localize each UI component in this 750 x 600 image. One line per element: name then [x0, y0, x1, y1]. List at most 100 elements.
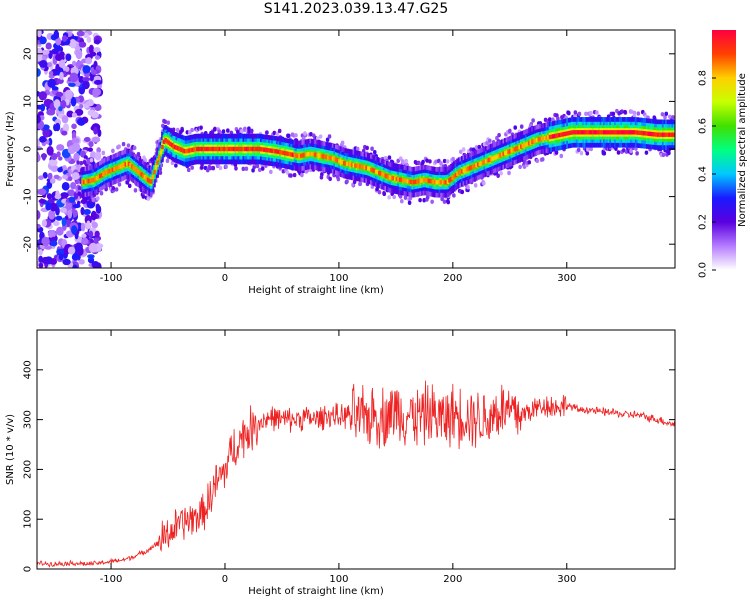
spectrogram-ridge-cell — [111, 167, 115, 172]
spectrogram-ridge-cell — [524, 142, 528, 147]
spectrogram-ridge-cell — [553, 133, 557, 139]
spectrogram-ridge-cell — [319, 153, 322, 158]
spectrogram-halo — [535, 158, 540, 164]
spectrogram-halo — [547, 117, 552, 122]
spectrogram-halo — [507, 170, 511, 176]
spectrogram-speckle — [58, 59, 66, 68]
spectrogram-halo — [328, 176, 332, 182]
spectrogram-speckle — [55, 206, 60, 216]
spectrogram-ridge-cell — [516, 145, 520, 151]
spectrogram-speckle — [49, 258, 58, 265]
spectrogram-speckle — [37, 68, 41, 77]
spectrogram-ridge-cell — [167, 140, 171, 145]
spectrogram-ridge-cell — [593, 130, 596, 135]
spectrogram-ridge-cell — [521, 143, 525, 149]
spectrogram-speckle — [37, 153, 41, 163]
spectrogram-halo — [309, 132, 313, 137]
spectrogram-halo — [269, 169, 273, 175]
spectrogram-ridge-cell — [221, 146, 225, 152]
spectrogram-ridge-cell — [181, 148, 185, 153]
spectrogram-halo — [602, 151, 607, 156]
spectrogram-speckle — [59, 71, 64, 81]
spectrogram-ridge-cell — [456, 171, 459, 176]
spectrogram-ridge-cell — [252, 146, 255, 152]
spectrogram-halo — [513, 125, 518, 130]
spectrogram-halo — [387, 195, 391, 200]
spectrogram-ridge-cell — [157, 155, 161, 160]
spectrogram-speckle — [41, 153, 47, 161]
spectrogram-ridge-cell — [673, 132, 675, 137]
spectrogram-halo — [403, 195, 408, 200]
spectrogram-speckle — [58, 253, 64, 261]
spectrogram-halo — [281, 169, 286, 174]
spectrogram-y-tick-label: 20 — [23, 47, 34, 60]
spectrogram-halo — [132, 145, 137, 151]
spectrogram-halo — [425, 158, 429, 163]
spectrogram-halo — [121, 141, 126, 147]
spectrogram-halo — [573, 110, 578, 115]
spectrogram-halo — [428, 159, 432, 164]
spectrogram-ridge-cell — [636, 130, 640, 135]
spectrogram-halo — [440, 196, 444, 202]
spectrogram-halo — [540, 157, 545, 162]
spectrogram-ridge-cell — [489, 157, 493, 162]
spectrogram-ridge-cell — [314, 152, 317, 157]
spectrogram-ridge-cell — [135, 168, 139, 173]
spectrogram-ridge-cell — [669, 132, 673, 137]
spectrogram-speckle — [65, 53, 72, 62]
spectrogram-halo — [482, 181, 486, 186]
spectrogram-speckle — [87, 147, 93, 152]
spectrogram-halo — [543, 117, 548, 123]
spectrogram-speckle — [88, 255, 94, 261]
spectrogram-ridge-cell — [92, 177, 96, 183]
spectrogram-speckle — [53, 99, 61, 109]
spectrogram-ridge-cell — [102, 171, 105, 177]
spectrogram-ridge-cell — [216, 146, 220, 152]
spectrogram-halo — [589, 146, 593, 152]
spectrogram-ridge-cell — [306, 152, 309, 157]
spectrogram-halo — [255, 163, 259, 168]
spectrogram-halo — [629, 109, 634, 115]
spectrogram-ridge-cell — [652, 132, 655, 137]
spectrogram-ridge-cell — [295, 153, 298, 158]
spectrogram-ridge-cell — [451, 175, 455, 180]
spectrogram-ridge-cell — [290, 152, 293, 157]
spectrogram-ridge-cell — [588, 130, 592, 135]
spectrogram-ridge-cell — [100, 172, 104, 178]
spectrogram-ridge-cell — [598, 130, 601, 135]
spectrogram-speckle — [37, 30, 42, 38]
spectrogram-speckle — [38, 249, 43, 256]
spectrogram-speckle — [83, 136, 91, 143]
spectrogram-ridge-cell — [215, 146, 218, 152]
spectrogram-halo — [127, 183, 132, 189]
spectrogram-ridge-cell — [261, 147, 265, 152]
spectrogram-speckle — [61, 130, 68, 136]
spectrogram-speckle — [70, 96, 77, 107]
spectrogram-halo — [556, 116, 560, 121]
spectrogram-ridge-cell — [468, 165, 472, 171]
spectrogram-ridge-cell — [419, 178, 423, 183]
spectrogram-ridge-cell — [234, 146, 238, 152]
spectrogram-ridge-cell — [378, 170, 381, 176]
spectrogram-ridge-cell — [263, 147, 266, 152]
spectrogram-speckle — [56, 248, 65, 256]
spectrogram-speckle — [68, 196, 76, 203]
spectrogram-speckle — [82, 80, 90, 90]
spectrogram-ridge-cell — [231, 146, 234, 152]
spectrogram-ridge-cell — [575, 130, 579, 135]
spectrogram-ridge-cell — [599, 130, 603, 135]
spectrogram-speckle — [91, 221, 98, 229]
spectrogram-ridge-cell — [518, 145, 522, 150]
spectrogram-ridge-cell — [330, 155, 333, 161]
spectrogram-ridge-cell — [94, 176, 97, 182]
spectrogram-speckle — [42, 171, 48, 179]
spectrogram-halo — [434, 159, 438, 164]
spectrogram-speckle — [46, 193, 52, 200]
spectrogram-halo — [211, 166, 216, 171]
spectrogram-ridge-cell — [569, 130, 573, 135]
spectrogram-halo — [632, 110, 637, 115]
spectrogram-ridge-cell — [141, 173, 145, 178]
spectrogram-ridge-cell — [551, 134, 555, 139]
spectrogram-ridge-cell — [350, 162, 354, 167]
spectrogram-halo — [126, 143, 131, 148]
